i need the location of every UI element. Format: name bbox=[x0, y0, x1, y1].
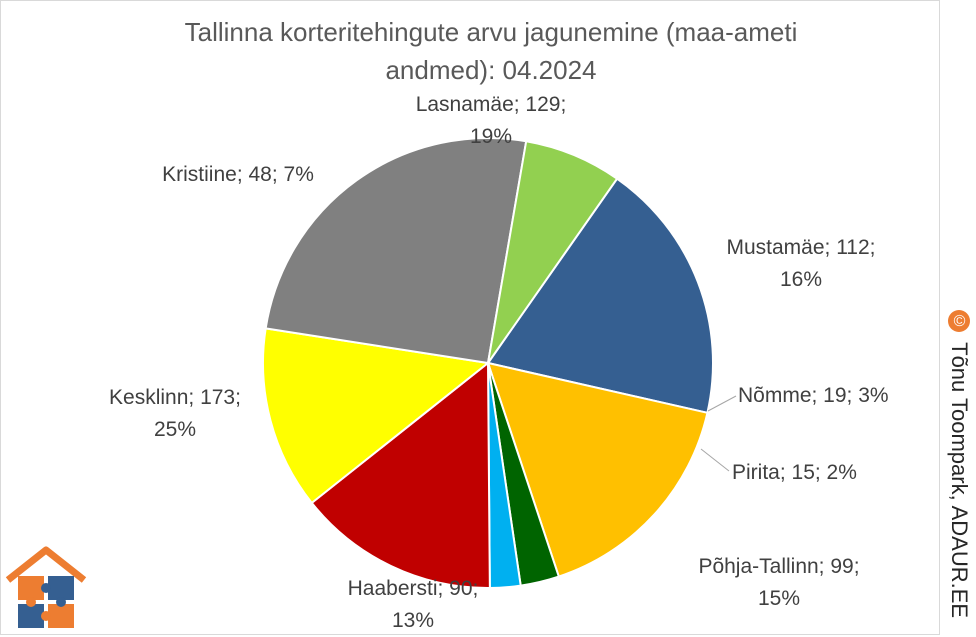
slice-label-pirita: Pirita; 15; 2% bbox=[732, 461, 857, 484]
slice-label-mustamäe: Mustamäe; 112; 16% bbox=[726, 236, 875, 291]
pie-slice-haabersti bbox=[262, 327, 491, 505]
chart-title-line-2: andmed): 04.2024 bbox=[385, 55, 597, 85]
pie-slice-kesklinn bbox=[264, 137, 528, 365]
chart-title-line-1: Tallinna korteritehingute arvu jagunemin… bbox=[184, 17, 798, 47]
slice-label-kristiine: Kristiine; 48; 7% bbox=[162, 163, 314, 186]
copyright-icon: © bbox=[948, 310, 970, 332]
slice-label-nõmme: Nõmme; 19; 3% bbox=[738, 384, 889, 407]
leader-line bbox=[707, 395, 737, 412]
slice-label-põhja-tallinn: Põhja-Tallinn; 99; 15% bbox=[698, 555, 859, 610]
leader-line bbox=[700, 448, 730, 472]
copyright-text: © Tõnu Toompark, ADAUR.EE bbox=[946, 310, 972, 618]
chart-area: Tallinna korteritehingute arvu jagunemin… bbox=[0, 0, 940, 635]
pie-slice-mustamäe bbox=[486, 361, 709, 578]
copyright-owner: Tõnu Toompark, ADAUR.EE bbox=[947, 342, 972, 619]
slice-label-kesklinn: Kesklinn; 173; 25% bbox=[109, 386, 241, 441]
chart-title: Tallinna korteritehingute arvu jagunemin… bbox=[61, 13, 921, 89]
pie-slice-kristiine bbox=[487, 140, 619, 364]
pie-slice-lasnamäe bbox=[486, 177, 714, 415]
pie-chart: Lasnamäe; 129; 19% Mustamäe; 112; 16% Nõmme;… bbox=[109, 93, 889, 632]
pie-slice-põhja-tallinn bbox=[310, 360, 491, 589]
puzzle-house-logo bbox=[5, 546, 87, 628]
slice-label-haabersti: Haabersti; 90; 13% bbox=[348, 577, 479, 632]
slice-label-lasnamäe: Lasnamäe; 129; 19% bbox=[416, 93, 567, 148]
copyright-notice: © Tõnu Toompark, ADAUR.EE bbox=[946, 310, 972, 630]
